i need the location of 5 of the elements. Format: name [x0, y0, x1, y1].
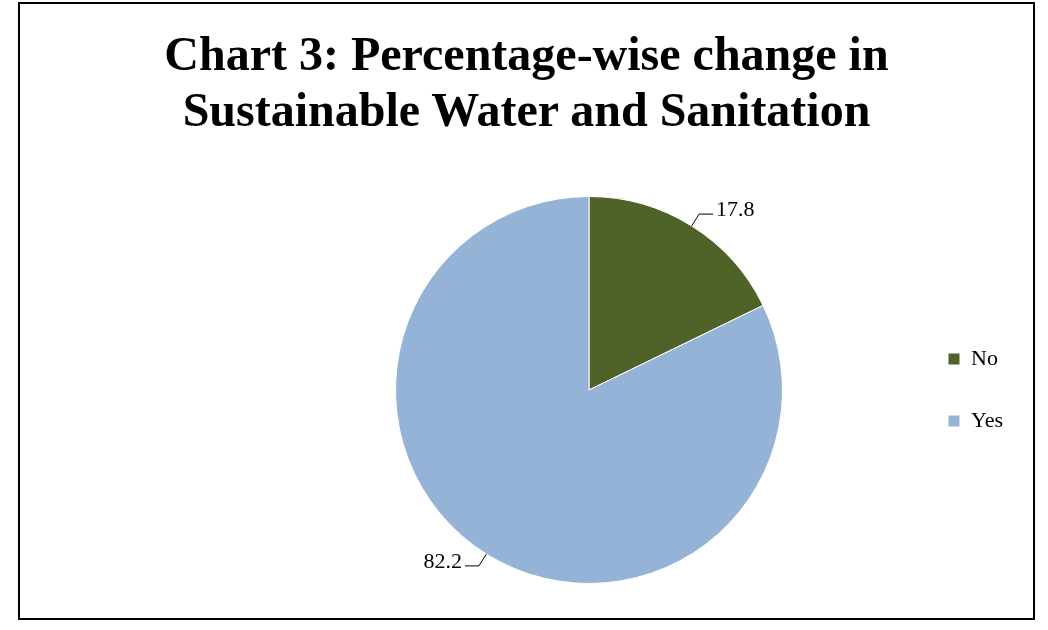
- legend-label: No: [970, 344, 998, 370]
- chart-title: Chart 3: Percentage-wise change in Sustainable Water and Sanitation: [163, 26, 890, 138]
- data-label: 82.2: [423, 547, 462, 573]
- legend-label: Yes: [970, 406, 1003, 432]
- data-label: 17.8: [716, 195, 755, 221]
